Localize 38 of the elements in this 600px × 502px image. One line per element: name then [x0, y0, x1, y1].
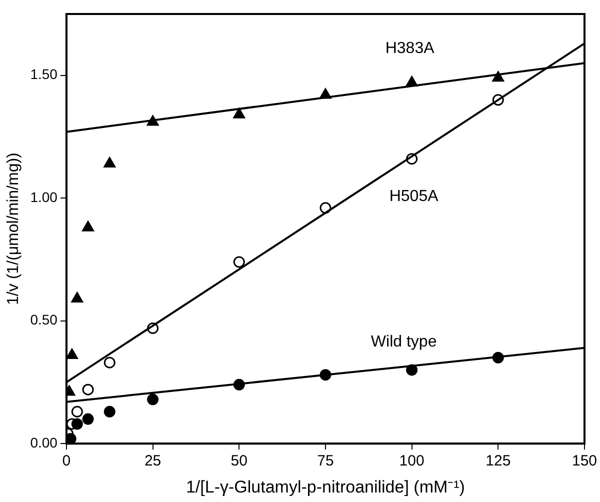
point — [82, 384, 94, 396]
point — [66, 432, 76, 444]
series-label: H383A — [385, 40, 435, 58]
point — [492, 352, 504, 364]
y-tick-label: 1.50 — [30, 66, 58, 82]
x-tick-label: 75 — [317, 452, 334, 470]
y-tick-label: 0.00 — [30, 434, 58, 450]
y-axis-title: 1/v (1/(μmol/min/mg)) — [5, 152, 22, 305]
point — [406, 76, 418, 86]
x-tick-label: 0 — [62, 452, 71, 470]
point — [320, 88, 332, 99]
point — [146, 115, 159, 126]
point — [71, 406, 83, 418]
point — [104, 156, 116, 168]
x-tick-label: 100 — [399, 452, 424, 470]
x-tick-label: 25 — [144, 452, 162, 470]
point — [71, 292, 84, 303]
point — [320, 369, 332, 381]
x-axis-title: 1/[L-γ-Glutamyl-p-nitroanilide] (mM⁻¹) — [186, 477, 465, 496]
point — [104, 356, 116, 368]
x-tick-label: 150 — [572, 452, 597, 470]
x-tick-label: 50 — [230, 452, 248, 470]
point — [147, 394, 159, 406]
point — [233, 378, 245, 390]
point — [406, 364, 418, 376]
y-tick-label: 1.00 — [30, 188, 58, 205]
point — [82, 220, 94, 232]
point — [71, 418, 83, 430]
y-tick-label: 0.50 — [30, 312, 58, 328]
point — [492, 71, 504, 82]
point — [66, 348, 78, 359]
point — [233, 256, 245, 268]
x-tick-label: 125 — [486, 452, 511, 470]
point — [233, 108, 246, 118]
point — [104, 406, 116, 418]
series-label: Wild type — [370, 333, 437, 350]
point — [82, 413, 94, 425]
text: H505A — [389, 188, 439, 206]
